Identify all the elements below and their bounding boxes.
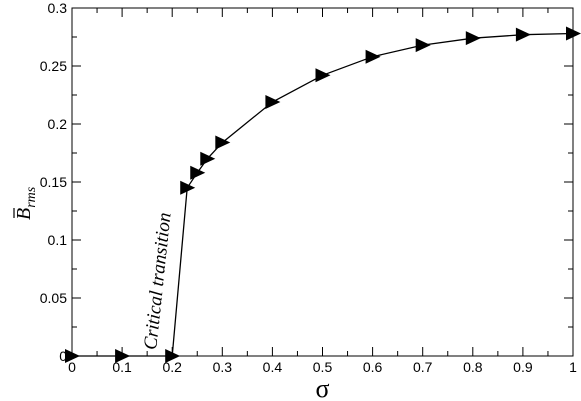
y-axis-label-main: B (13, 208, 35, 220)
series-line (72, 32, 574, 357)
x-tick-label: 0.5 (313, 359, 333, 375)
x-tick-label: 0.9 (513, 359, 533, 375)
data-point-marker (365, 49, 381, 64)
data-point-marker (190, 165, 206, 180)
x-tick-label: 0.7 (413, 359, 433, 375)
y-tick-label: 0 (59, 348, 67, 364)
data-point-marker (315, 68, 331, 83)
svg-text:Brms: Brms (13, 186, 39, 220)
data-point-marker (265, 94, 281, 109)
x-tick-label: 0.2 (162, 359, 182, 375)
data-point-marker (65, 349, 80, 363)
plot-area: 0 0.1 0.2 0.3 0.4 0.5 0.6 0.7 0.8 0.9 1 0 0.05 0.1 0.… (40, 0, 581, 375)
data-point-marker (115, 349, 131, 363)
x-axis: 0 0.1 0.2 0.3 0.4 0.5 0.6 0.7 0.8 0.9 1 (68, 8, 577, 375)
data-point-marker (465, 31, 481, 46)
x-tick-label: 0.4 (263, 359, 283, 375)
series-markers (65, 26, 581, 363)
x-tick-label: 0.6 (363, 359, 383, 375)
y-axis-label: Brms (13, 186, 39, 220)
x-tick-label: 0.8 (463, 359, 483, 375)
critical-transition-annotation: Critical transition (140, 212, 175, 351)
y-tick-label: 0.3 (48, 0, 68, 16)
x-tick-label: 0 (68, 359, 76, 375)
data-point-marker (200, 151, 216, 166)
y-tick-label: 0.25 (40, 58, 67, 74)
y-axis-label-subscript: rms (24, 186, 39, 208)
y-tick-label: 0.15 (40, 174, 67, 190)
data-point-marker (515, 27, 531, 42)
x-tick-label: 0.3 (213, 359, 233, 375)
data-point-marker (165, 349, 181, 363)
x-tick-label: 1 (569, 359, 577, 375)
data-point-marker (415, 38, 431, 53)
y-tick-label: 0.1 (48, 232, 68, 248)
data-point-marker (180, 180, 196, 195)
y-tick-label: 0.05 (40, 290, 67, 306)
y-axis: 0 0.05 0.1 0.15 0.2 0.25 0.3 (40, 0, 573, 364)
x-axis-label: σ (315, 374, 329, 401)
x-tick-label: 0.1 (112, 359, 132, 375)
y-tick-label: 0.2 (48, 116, 68, 132)
data-point-marker (215, 135, 231, 150)
data-point-marker (566, 26, 581, 41)
